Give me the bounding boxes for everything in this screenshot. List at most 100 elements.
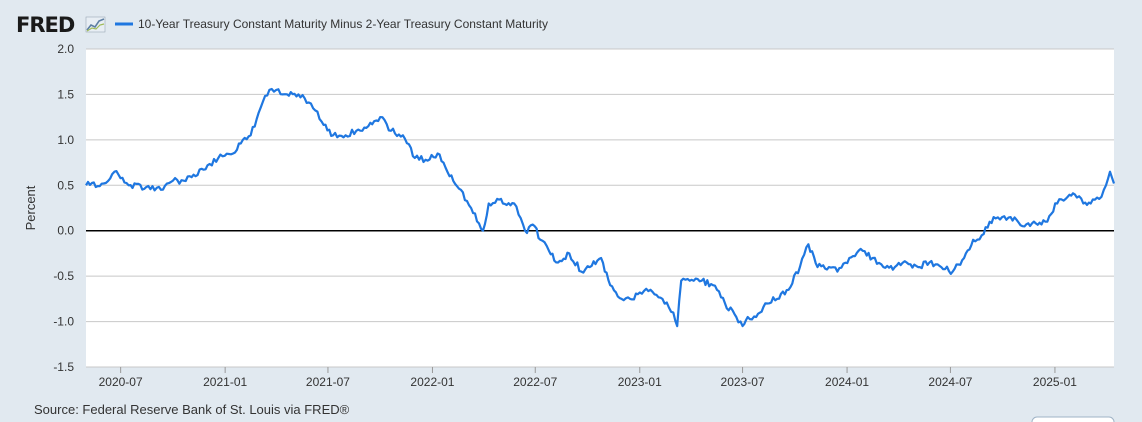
series-point[interactable] xyxy=(400,132,406,138)
series-point[interactable] xyxy=(846,255,852,261)
series-point[interactable] xyxy=(774,296,780,302)
series-point[interactable] xyxy=(126,182,132,188)
series-point[interactable] xyxy=(1088,200,1094,206)
series-point[interactable] xyxy=(365,123,371,129)
series-point[interactable] xyxy=(308,101,314,107)
series-point[interactable] xyxy=(1031,219,1037,225)
series-point[interactable] xyxy=(111,169,117,175)
series-point[interactable] xyxy=(101,180,107,186)
series-point[interactable] xyxy=(1111,180,1117,186)
series-point[interactable] xyxy=(566,250,572,256)
series-point[interactable] xyxy=(353,128,359,134)
series-point[interactable] xyxy=(915,264,921,270)
series-point[interactable] xyxy=(762,300,768,306)
series-point[interactable] xyxy=(710,282,716,288)
series-point[interactable] xyxy=(412,155,418,161)
series-point[interactable] xyxy=(458,187,464,193)
series-point[interactable] xyxy=(826,264,832,270)
series-point[interactable] xyxy=(215,155,221,161)
series-point[interactable] xyxy=(537,237,543,243)
series-point[interactable] xyxy=(674,323,680,329)
series-point[interactable] xyxy=(248,132,254,138)
series-point[interactable] xyxy=(377,114,383,120)
series-point[interactable] xyxy=(511,200,517,206)
series-point[interactable] xyxy=(256,110,262,116)
series-point[interactable] xyxy=(938,264,944,270)
series-point[interactable] xyxy=(480,228,486,234)
series-point[interactable] xyxy=(158,187,164,193)
series-point[interactable] xyxy=(343,132,349,138)
series-point[interactable] xyxy=(991,214,997,220)
series-point[interactable] xyxy=(143,184,149,190)
series-point[interactable] xyxy=(598,255,604,261)
series-point[interactable] xyxy=(687,278,693,284)
series-point[interactable] xyxy=(546,248,552,254)
series-point[interactable] xyxy=(435,150,441,156)
series-point[interactable] xyxy=(587,264,593,270)
series-point[interactable] xyxy=(181,178,187,184)
series-point[interactable] xyxy=(330,132,336,138)
series-point[interactable] xyxy=(555,260,561,266)
series-point[interactable] xyxy=(834,269,840,275)
series-point[interactable] xyxy=(1103,182,1109,188)
series-point[interactable] xyxy=(273,87,279,93)
series-point[interactable] xyxy=(880,264,886,270)
series-point[interactable] xyxy=(961,255,967,261)
series-point[interactable] xyxy=(637,289,643,295)
series-point[interactable] xyxy=(578,269,584,275)
series-point[interactable] xyxy=(1008,214,1014,220)
series-point[interactable] xyxy=(1042,219,1048,225)
series-point[interactable] xyxy=(240,137,246,143)
series-point[interactable] xyxy=(1072,191,1078,197)
series-point[interactable] xyxy=(446,173,452,179)
series-point[interactable] xyxy=(193,173,199,179)
series-point[interactable] xyxy=(468,205,474,211)
series-point[interactable] xyxy=(805,241,811,247)
series-point[interactable] xyxy=(797,264,803,270)
series-point[interactable] xyxy=(607,282,613,288)
series-point[interactable] xyxy=(950,269,956,275)
series-point[interactable] xyxy=(858,246,864,252)
series-point[interactable] xyxy=(532,223,538,229)
series-point[interactable] xyxy=(870,255,876,261)
series-point[interactable] xyxy=(388,128,394,134)
fred-logo[interactable]: FRED xyxy=(16,13,106,37)
series-point[interactable] xyxy=(926,260,932,266)
series-point[interactable] xyxy=(486,200,492,206)
series-point[interactable] xyxy=(1080,200,1086,206)
series-point[interactable] xyxy=(892,264,898,270)
series-point[interactable] xyxy=(1096,196,1102,202)
series-point[interactable] xyxy=(205,162,211,168)
series-point[interactable] xyxy=(500,200,506,206)
series-point[interactable] xyxy=(1063,196,1069,202)
series-point[interactable] xyxy=(815,264,821,270)
series-point[interactable] xyxy=(619,296,625,302)
series-point[interactable] xyxy=(670,309,676,315)
series-point[interactable] xyxy=(230,150,236,156)
series-point[interactable] xyxy=(170,178,176,184)
series-point[interactable] xyxy=(979,232,985,238)
series-point[interactable] xyxy=(699,278,705,284)
series-point[interactable] xyxy=(970,237,976,243)
series-point[interactable] xyxy=(745,314,751,320)
series-point[interactable] xyxy=(786,287,792,293)
series-point[interactable] xyxy=(423,157,429,163)
series-point[interactable] xyxy=(722,300,728,306)
series-point[interactable] xyxy=(284,91,290,97)
series-point[interactable] xyxy=(494,196,500,202)
download-button[interactable] xyxy=(1031,416,1115,422)
series-point[interactable] xyxy=(904,260,910,266)
series-point[interactable] xyxy=(266,87,272,93)
series-point[interactable] xyxy=(522,228,528,234)
series-point[interactable] xyxy=(319,119,325,125)
series-point[interactable] xyxy=(295,91,301,97)
series-point[interactable] xyxy=(999,214,1005,220)
series-point[interactable] xyxy=(753,314,759,320)
series-point[interactable] xyxy=(1107,169,1113,175)
series-point[interactable] xyxy=(659,296,665,302)
series-point[interactable] xyxy=(648,287,654,293)
series-point[interactable] xyxy=(1054,200,1060,206)
series-point[interactable] xyxy=(1020,223,1026,229)
series-point[interactable] xyxy=(733,314,739,320)
series-point[interactable] xyxy=(740,323,746,329)
